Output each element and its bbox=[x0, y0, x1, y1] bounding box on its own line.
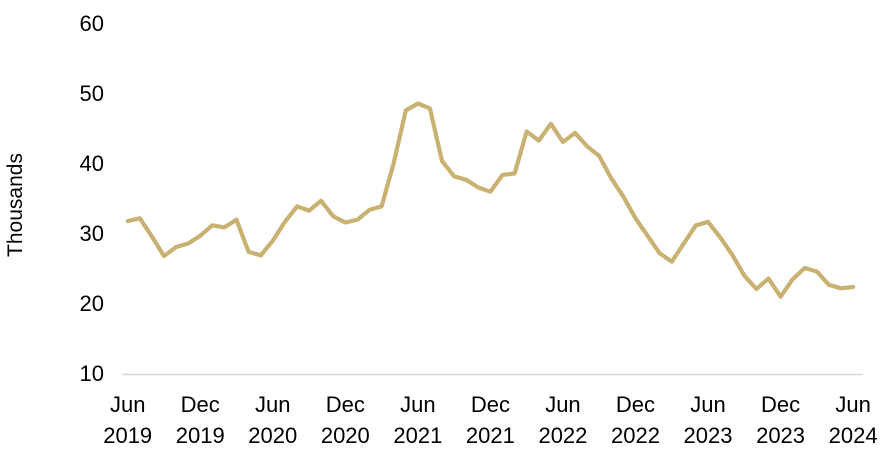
y-tick-label: 50 bbox=[80, 81, 104, 106]
x-tick-label-month: Dec bbox=[181, 392, 220, 417]
x-tick-label-month: Dec bbox=[471, 392, 510, 417]
x-tick-label-month: Dec bbox=[616, 392, 655, 417]
x-tick-label-year: 2020 bbox=[321, 423, 370, 448]
x-tick-label-month: Jun bbox=[835, 392, 870, 417]
y-tick-label: 60 bbox=[80, 11, 104, 36]
y-axis-title: Thousands bbox=[4, 153, 27, 257]
x-tick-label-month: Dec bbox=[761, 392, 800, 417]
x-tick-label-year: 2021 bbox=[393, 423, 442, 448]
y-tick-label: 20 bbox=[80, 291, 104, 316]
x-tick-label-month: Jun bbox=[255, 392, 290, 417]
y-tick-label: 40 bbox=[80, 151, 104, 176]
x-tick-label-month: Dec bbox=[326, 392, 365, 417]
x-tick-label-year: 2023 bbox=[684, 423, 733, 448]
y-tick-label: 10 bbox=[80, 361, 104, 386]
x-tick-label-year: 2023 bbox=[756, 423, 805, 448]
x-tick-label-year: 2021 bbox=[466, 423, 515, 448]
x-tick-label-year: 2019 bbox=[103, 423, 152, 448]
x-tick-label-month: Jun bbox=[545, 392, 580, 417]
series-line bbox=[125, 101, 856, 299]
x-tick-label-year: 2020 bbox=[248, 423, 297, 448]
y-tick-label: 30 bbox=[80, 221, 104, 246]
x-tick-label-month: Jun bbox=[110, 392, 145, 417]
x-tick-label-year: 2024 bbox=[829, 423, 878, 448]
x-tick-label-month: Jun bbox=[400, 392, 435, 417]
x-tick-label-year: 2022 bbox=[538, 423, 587, 448]
x-tick-label-year: 2019 bbox=[176, 423, 225, 448]
x-tick-label-month: Jun bbox=[690, 392, 725, 417]
x-tick-label-year: 2022 bbox=[611, 423, 660, 448]
